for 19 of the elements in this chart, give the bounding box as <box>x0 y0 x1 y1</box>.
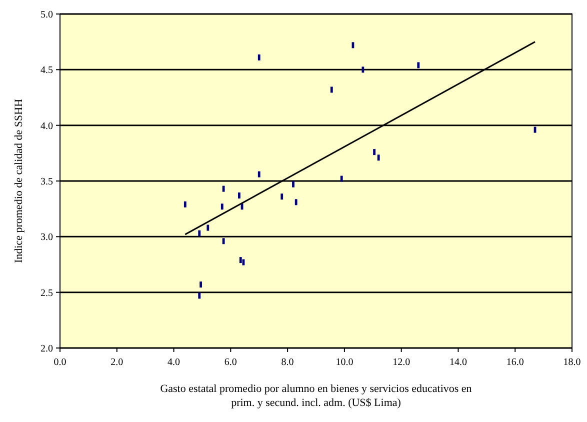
x-tick-label: 16.0 <box>506 357 524 368</box>
y-tick-label: 4.5 <box>40 65 53 76</box>
x-tick-label: 12.0 <box>392 357 410 368</box>
x-tick-label: 14.0 <box>449 357 467 368</box>
x-tick-label: 6.0 <box>224 357 237 368</box>
y-tick-label: 3.5 <box>40 176 53 188</box>
y-tick-label: 5.0 <box>40 10 53 20</box>
y-tick-label: 2.5 <box>40 288 53 299</box>
y-tick-label: 3.0 <box>40 232 53 244</box>
x-tick-label: 18.0 <box>563 357 581 368</box>
y-axis-title: Indice promedio de calidad de SSHH <box>13 98 25 264</box>
x-axis-title: Gasto estatal promedio por alumno en bienes y servicios educativos en prim. y secund. incl. adm. (US$ Lima) <box>160 383 472 409</box>
x-tick-label: 8.0 <box>281 357 294 368</box>
x-tick-label: 10.0 <box>336 357 354 368</box>
y-tick-label: 4.0 <box>40 120 53 132</box>
x-tick-label: 2.0 <box>110 357 124 368</box>
x-tick-label: 0.0 <box>54 357 66 368</box>
x-tick-label: 4.0 <box>168 357 180 368</box>
y-tick-label: 2.0 <box>40 344 53 354</box>
